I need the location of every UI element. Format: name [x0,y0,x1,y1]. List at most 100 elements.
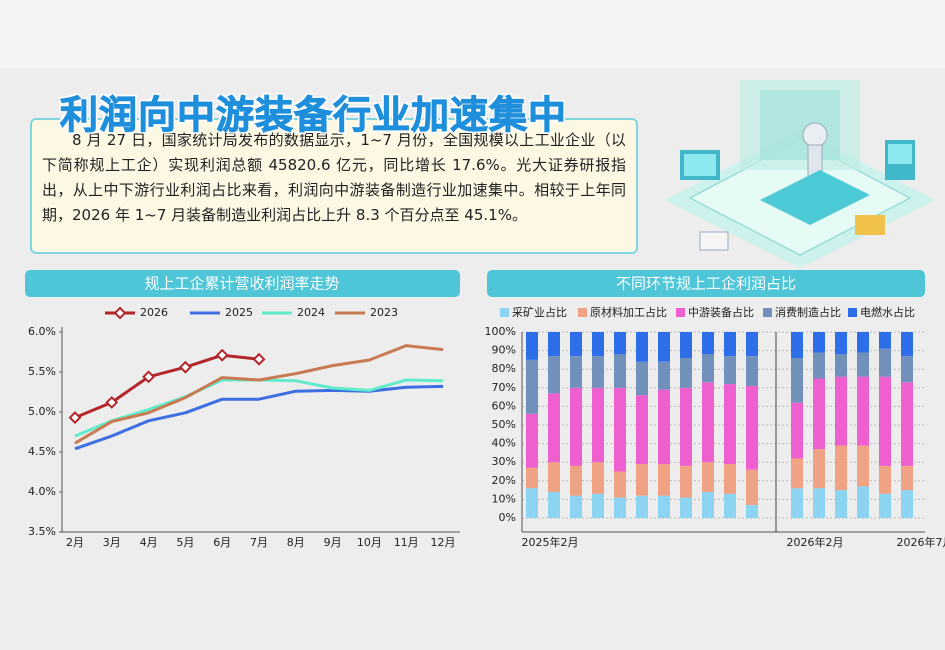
bar-segment [614,332,626,355]
bar-segment [791,488,803,518]
bar-segment [526,413,538,468]
x-tick-label: 2026年7月 [897,535,945,549]
bar-segment [658,361,670,390]
x-tick-label: 4月 [140,536,158,549]
bar-segment [901,465,913,491]
bar-segment [835,332,847,355]
bar-segment [857,376,869,446]
point-marker [178,360,192,374]
chart-title: 不同环节规上工企利润占比 [616,275,796,293]
y-tick-label: 100% [485,325,516,338]
y-tick-label: 0% [499,511,516,524]
bar-segment [592,462,604,494]
bar-segment [636,332,648,362]
x-tick-label: 10月 [357,536,382,549]
y-tick-label: 5.5% [28,365,56,378]
bar-segment [680,332,692,359]
bar-segment [835,354,847,377]
bar-segment [901,356,913,383]
line-series [74,384,444,451]
bar-segment [857,445,869,487]
bar-segment [857,486,869,518]
bar-segment [702,462,714,492]
bar-segment [592,332,604,357]
legend-label: 中游装备占比 [688,305,754,319]
y-tick-label: 50% [492,418,516,431]
bar-segment [592,493,604,518]
legend-swatch [763,308,772,317]
bar-segment [636,495,648,518]
bar-segment [813,449,825,489]
bar-segment [746,385,758,470]
bar-segment [680,497,692,518]
bar-segment [570,332,582,357]
bar-segment [901,490,913,518]
bar-segment [636,464,648,496]
bar-segment [857,352,869,377]
bar-segment [879,465,891,494]
y-tick-label: 40% [492,437,516,450]
bar-segment [526,359,538,414]
bar-segment [570,387,582,466]
legend-swatch [848,308,857,317]
bar-segment [526,488,538,518]
bar-segment [746,469,758,505]
bar-segment [835,445,847,491]
bar-segment [791,332,803,359]
bar-segment [636,395,648,465]
bar-segment [658,495,670,518]
bar-segment [857,332,869,353]
line-series [74,344,444,445]
y-tick-label: 5.0% [28,405,56,418]
y-tick-label: 30% [492,455,516,468]
bar-segment [702,382,714,463]
y-tick-label: 80% [492,362,516,375]
legend-label: 2023 [370,306,398,319]
bar-segment [658,332,670,362]
legend-label: 电燃水占比 [860,305,915,319]
y-tick-label: 90% [492,344,516,357]
x-tick-label: 2月 [66,536,84,549]
bar-segment [592,387,604,463]
y-tick-label: 60% [492,399,516,412]
bar-segment [570,465,582,496]
chart-title: 规上工企累计营收利润率走势 [144,275,339,293]
legend-label: 2025 [225,306,253,319]
bar-segment [702,332,714,355]
legend-label: 采矿业占比 [512,305,567,319]
y-tick-label: 70% [492,381,516,394]
bar-segment [548,491,560,518]
bar-segment [548,393,560,463]
x-tick-label: 3月 [103,536,121,549]
bar-segment [724,464,736,494]
legend-label: 消费制造占比 [775,305,841,319]
point-marker [215,348,229,362]
bar-segment [724,356,736,385]
bar-segment [614,471,626,498]
legend-swatch [500,308,509,317]
point-marker [68,411,82,425]
y-tick-label: 6.0% [28,325,56,338]
y-tick-label: 10% [492,492,516,505]
x-tick-label: 5月 [176,536,194,549]
legend-swatch [676,308,685,317]
point-marker [142,370,156,384]
bar-segment [570,356,582,388]
y-tick-label: 4.5% [28,445,56,458]
x-tick-label: 11月 [394,536,419,549]
bar-segment [901,382,913,466]
x-tick-label: 9月 [324,536,342,549]
y-tick-label: 3.5% [28,525,56,538]
bar-segment [791,358,803,403]
bar-segment [570,495,582,518]
legend-label: 原材料加工占比 [590,305,667,319]
bar-segment [658,464,670,496]
bar-segment [835,490,847,518]
x-tick-label: 2026年2月 [787,535,844,549]
bar-segment [614,497,626,518]
bar-segment [746,504,758,518]
x-tick-label: 2025年2月 [522,535,579,549]
chart2-header [487,270,925,297]
bar-segment [548,462,560,492]
